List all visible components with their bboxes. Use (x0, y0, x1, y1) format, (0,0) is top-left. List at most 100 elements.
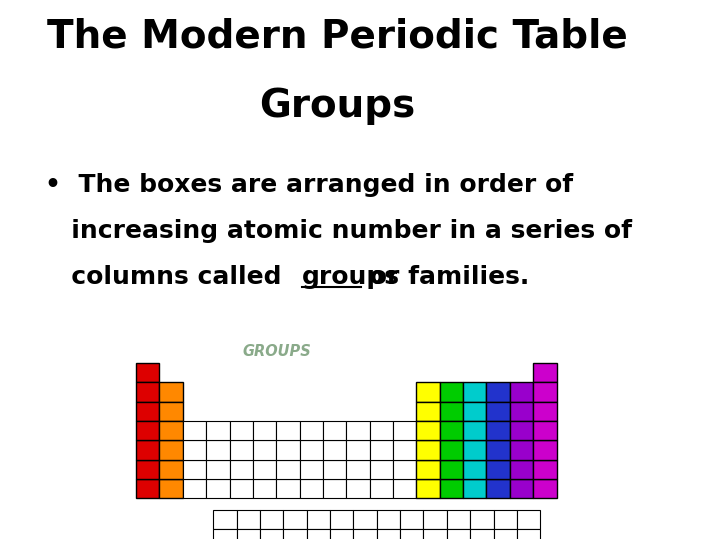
Bar (183, 479, 206, 498)
Bar (534, 382, 557, 402)
Bar (470, 529, 493, 540)
Text: GROUPS: GROUPS (243, 344, 311, 359)
Bar (136, 363, 159, 382)
Bar (300, 479, 323, 498)
Bar (354, 510, 377, 529)
Bar (276, 479, 300, 498)
Bar (487, 402, 510, 421)
Bar (487, 382, 510, 402)
Bar (159, 479, 183, 498)
Bar (463, 479, 487, 498)
Bar (463, 421, 487, 440)
Bar (323, 421, 346, 440)
Bar (346, 440, 369, 460)
Text: The Modern Periodic Table: The Modern Periodic Table (47, 17, 628, 56)
Bar (159, 421, 183, 440)
Bar (330, 510, 354, 529)
Bar (183, 440, 206, 460)
Bar (493, 529, 517, 540)
Bar (136, 382, 159, 402)
Bar (423, 529, 447, 540)
Bar (440, 382, 463, 402)
Bar (510, 421, 534, 440)
Bar (253, 479, 276, 498)
Bar (230, 479, 253, 498)
Bar (487, 460, 510, 479)
Bar (260, 529, 283, 540)
Bar (369, 440, 393, 460)
Bar (300, 421, 323, 440)
Bar (416, 421, 440, 440)
Bar (230, 421, 253, 440)
Bar (183, 460, 206, 479)
Bar (510, 460, 534, 479)
Bar (416, 402, 440, 421)
Bar (230, 460, 253, 479)
Bar (346, 421, 369, 440)
Bar (300, 460, 323, 479)
Bar (237, 529, 260, 540)
Bar (183, 421, 206, 440)
Bar (230, 440, 253, 460)
Bar (487, 421, 510, 440)
Bar (323, 479, 346, 498)
Bar (369, 460, 393, 479)
Bar (260, 510, 283, 529)
Bar (330, 529, 354, 540)
Bar (534, 421, 557, 440)
Bar (510, 479, 534, 498)
Bar (136, 402, 159, 421)
Bar (283, 510, 307, 529)
Bar (213, 510, 237, 529)
Bar (159, 382, 183, 402)
Bar (206, 460, 230, 479)
Text: increasing atomic number in a series of: increasing atomic number in a series of (45, 219, 632, 243)
Bar (323, 440, 346, 460)
Bar (393, 421, 416, 440)
Bar (276, 440, 300, 460)
Bar (159, 440, 183, 460)
Bar (237, 510, 260, 529)
Bar (416, 479, 440, 498)
Bar (440, 402, 463, 421)
Bar (393, 479, 416, 498)
Bar (440, 479, 463, 498)
Bar (534, 440, 557, 460)
Text: •  The boxes are arranged in order of: • The boxes are arranged in order of (45, 173, 573, 197)
Bar (206, 421, 230, 440)
Bar (369, 479, 393, 498)
Bar (253, 440, 276, 460)
Bar (346, 479, 369, 498)
Bar (136, 460, 159, 479)
Bar (423, 510, 447, 529)
Bar (440, 460, 463, 479)
Bar (136, 479, 159, 498)
Bar (534, 402, 557, 421)
Bar (136, 440, 159, 460)
Bar (377, 529, 400, 540)
Bar (447, 510, 470, 529)
Bar (510, 402, 534, 421)
Bar (517, 510, 540, 529)
Bar (463, 440, 487, 460)
Bar (393, 440, 416, 460)
Bar (463, 460, 487, 479)
Text: groups: groups (302, 265, 400, 288)
Bar (416, 382, 440, 402)
Bar (276, 421, 300, 440)
Bar (440, 421, 463, 440)
Bar (323, 460, 346, 479)
Text: Groups: Groups (259, 87, 415, 125)
Bar (463, 402, 487, 421)
Bar (346, 460, 369, 479)
Bar (487, 479, 510, 498)
Bar (206, 479, 230, 498)
Bar (377, 510, 400, 529)
Bar (369, 421, 393, 440)
Bar (487, 440, 510, 460)
Bar (136, 421, 159, 440)
Bar (463, 382, 487, 402)
Bar (354, 529, 377, 540)
Text: columns called: columns called (45, 265, 290, 288)
Bar (534, 479, 557, 498)
